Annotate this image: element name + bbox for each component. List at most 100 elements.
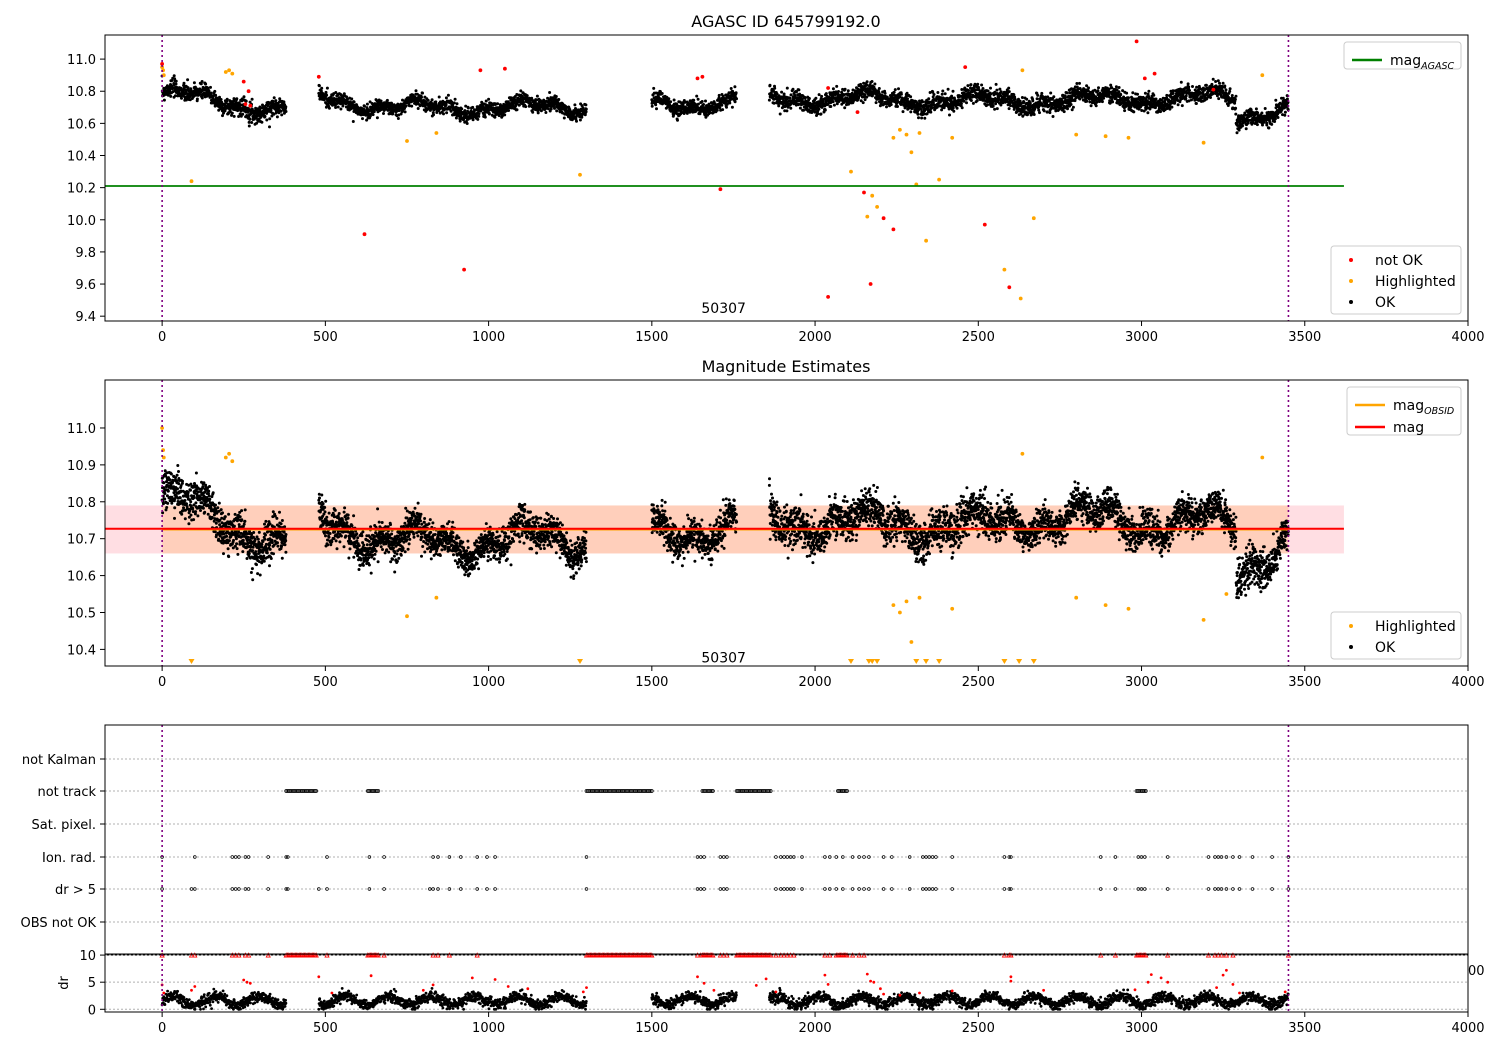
ok-point bbox=[1089, 104, 1093, 108]
ok-point bbox=[192, 81, 196, 85]
ok-point bbox=[835, 84, 839, 88]
ok-point bbox=[791, 87, 795, 91]
not-ok-point bbox=[246, 89, 251, 94]
ok-point bbox=[1267, 126, 1271, 130]
ok-point bbox=[271, 100, 275, 104]
ok-point bbox=[1052, 95, 1056, 99]
ok-point bbox=[768, 83, 772, 87]
x-tick-label: 2500 bbox=[962, 330, 995, 345]
ok-point bbox=[342, 92, 346, 96]
ok-point bbox=[780, 90, 784, 94]
highlighted-point bbox=[1260, 73, 1265, 78]
ok-point bbox=[733, 100, 737, 104]
ok-point bbox=[260, 120, 264, 124]
ok-point bbox=[170, 79, 174, 83]
ok-point bbox=[832, 103, 836, 107]
ok-point bbox=[268, 117, 272, 121]
ok-point bbox=[1234, 106, 1238, 110]
ok-point bbox=[278, 97, 282, 101]
ok-point bbox=[454, 116, 458, 120]
ok-point bbox=[232, 114, 236, 118]
ok-point bbox=[1187, 85, 1191, 89]
ok-point bbox=[200, 80, 204, 83]
ok-point bbox=[177, 91, 181, 95]
ok-point bbox=[350, 97, 354, 101]
not-ok-point bbox=[248, 103, 253, 108]
ok-point bbox=[363, 104, 366, 108]
ok-point bbox=[772, 101, 776, 105]
ok-point bbox=[885, 105, 888, 109]
ok-point bbox=[1228, 89, 1232, 93]
highlighted-point bbox=[434, 131, 439, 135]
not-ok-point bbox=[1142, 76, 1147, 81]
ok-point bbox=[959, 102, 963, 106]
x-tick-label: 2000 bbox=[799, 330, 832, 345]
ok-point bbox=[345, 97, 349, 101]
ok-point bbox=[874, 101, 878, 105]
ok-point bbox=[1184, 94, 1188, 98]
ok-point bbox=[1276, 116, 1280, 119]
ok-point bbox=[1094, 104, 1098, 108]
ok-point bbox=[1256, 111, 1260, 115]
ok-point bbox=[920, 116, 924, 120]
ok-point bbox=[717, 93, 721, 97]
ok-point bbox=[280, 113, 284, 117]
ok-point bbox=[487, 108, 491, 112]
ok-point bbox=[1228, 87, 1232, 91]
x-tick-label: 3000 bbox=[1125, 330, 1158, 345]
not-ok-point bbox=[718, 187, 723, 192]
ok-point bbox=[1025, 97, 1029, 101]
ok-point bbox=[536, 111, 540, 115]
ok-point bbox=[1194, 102, 1198, 105]
ok-point bbox=[327, 106, 331, 110]
ok-point bbox=[1123, 109, 1127, 113]
ok-point bbox=[965, 101, 968, 105]
ok-point bbox=[268, 125, 271, 129]
ok-point bbox=[320, 86, 324, 90]
ok-point bbox=[901, 110, 905, 114]
ok-point bbox=[814, 96, 818, 100]
ok-point bbox=[1036, 93, 1040, 97]
ok-point bbox=[248, 117, 252, 121]
ok-point bbox=[1085, 99, 1089, 103]
ok-point bbox=[923, 116, 927, 120]
ok-point bbox=[247, 120, 251, 124]
ok-point bbox=[195, 97, 199, 101]
ok-point bbox=[562, 116, 566, 120]
ok-point bbox=[270, 114, 274, 118]
ok-point bbox=[188, 95, 192, 99]
ok-point bbox=[986, 89, 990, 93]
ok-point bbox=[385, 98, 389, 102]
ok-point bbox=[789, 106, 793, 110]
ok-point bbox=[186, 78, 190, 82]
ok-point bbox=[548, 91, 552, 94]
highlighted-point bbox=[924, 238, 928, 243]
ok-point bbox=[729, 87, 733, 90]
agasc-x-axis: 0 500 1000 1500 2000 2500 3000 3500 4000 bbox=[158, 321, 1485, 345]
ok-point bbox=[199, 82, 203, 86]
ok-point bbox=[430, 98, 434, 102]
ok-point bbox=[232, 99, 236, 103]
ok-point bbox=[1165, 93, 1169, 97]
ok-point bbox=[437, 95, 441, 99]
ok-point bbox=[967, 89, 970, 92]
y-tick-label: 9.8 bbox=[75, 246, 96, 261]
ok-point bbox=[669, 100, 673, 104]
ok-point bbox=[248, 100, 252, 104]
ok-point bbox=[1234, 112, 1238, 116]
ok-point bbox=[584, 103, 588, 107]
ok-point bbox=[1143, 91, 1147, 95]
ok-point bbox=[1020, 96, 1024, 99]
ok-point bbox=[483, 115, 487, 119]
ok-point bbox=[218, 95, 221, 99]
ok-point bbox=[865, 80, 869, 84]
ok-point bbox=[442, 112, 445, 116]
ok-point bbox=[980, 83, 984, 87]
ok-point bbox=[943, 92, 947, 96]
ok-point bbox=[1152, 93, 1156, 97]
not-ok-point bbox=[700, 74, 705, 79]
ok-point bbox=[1224, 88, 1228, 92]
ok-point bbox=[843, 87, 847, 91]
ok-point bbox=[169, 94, 173, 98]
